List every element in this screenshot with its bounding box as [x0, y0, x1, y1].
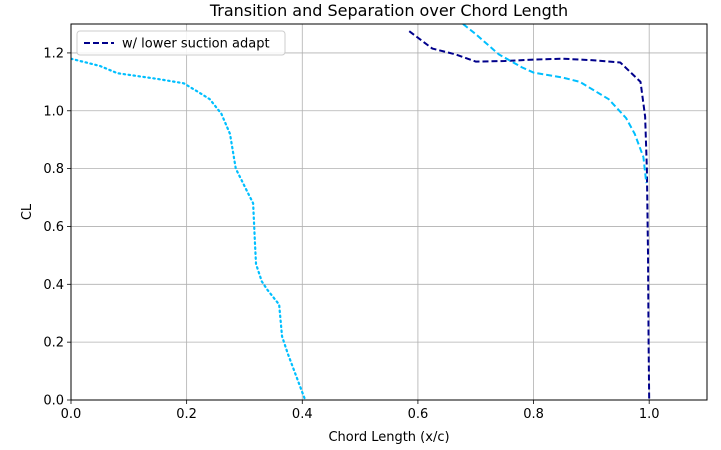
y-tick-label: 0.2: [43, 336, 64, 351]
chart-title: Transition and Separation over Chord Len…: [209, 1, 568, 20]
y-tick-label: 1.2: [43, 46, 64, 61]
x-tick-label: 0.8: [523, 407, 544, 422]
y-axis-label: CL: [20, 203, 35, 220]
x-axis-label: Chord Length (x/c): [328, 430, 449, 445]
series-line-0: [408, 30, 651, 400]
y-tick-label: 0.4: [43, 278, 64, 293]
legend-box: [76, 30, 286, 56]
x-tick-label: 0.4: [292, 407, 313, 422]
y-tick-label: 0.0: [43, 394, 64, 409]
series-line-2: [71, 57, 307, 400]
y-tick-label: 1.0: [43, 104, 64, 119]
y-tick-label: 0.8: [43, 162, 64, 177]
plot-frame: [70, 23, 708, 401]
ticks: 0.0 0.2 0.4 0.6 0.8 1.0 0.0 0.2 0.4 0.6 0.8 1.0 1.2: [43, 46, 659, 422]
x-tick-label: 0.0: [61, 407, 82, 422]
x-tick-label: 1.0: [639, 407, 660, 422]
legend: w/ lower suction adapt: [76, 30, 286, 56]
series-line-1: [462, 24, 648, 184]
plot-background: [71, 24, 707, 400]
x-tick-label: 0.6: [408, 407, 429, 422]
y-tick-label: 0.6: [43, 220, 64, 235]
legend-label: w/ lower suction adapt: [122, 37, 270, 52]
series-layer: [71, 24, 651, 400]
x-tick-label: 0.2: [176, 407, 197, 422]
